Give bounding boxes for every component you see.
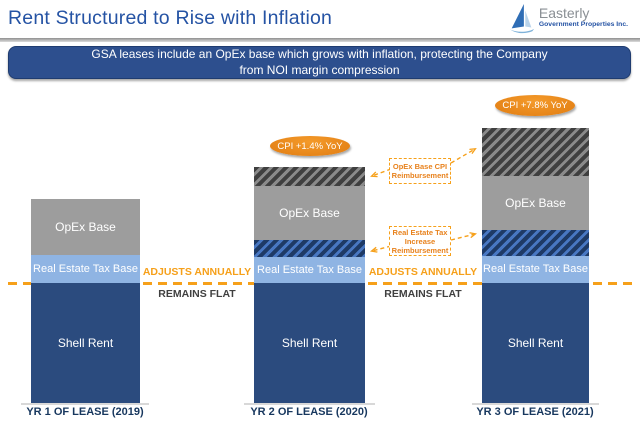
sailboat-icon xyxy=(509,4,535,34)
title-divider xyxy=(0,38,640,42)
remains-flat-label-2: REMAINS FLAT xyxy=(384,288,462,300)
bar1-opex-base-segment: OpEx Base xyxy=(31,199,140,255)
bar2-x-label: YR 2 OF LEASE (2020) xyxy=(250,406,368,418)
opex-cpi-reimbursement-callout: OpEx Base CPI Reimbursement xyxy=(389,158,451,184)
arrow-opex-callout-to-bar3 xyxy=(450,149,475,164)
page-title: Rent Structured to Rise with Inflation xyxy=(8,7,333,29)
bar3-real-estate-tax-segment: Real Estate Tax Base xyxy=(482,256,589,283)
banner-line-1: GSA leases include an OpEx base which gr… xyxy=(91,47,548,61)
cpi-badge-yr2: CPI +1.4% YoY xyxy=(270,136,350,156)
bar2-opex-base-segment: OpEx Base xyxy=(254,186,365,240)
logo-subtitle: Government Properties Inc. xyxy=(538,21,628,28)
logo-name: Easterly xyxy=(538,5,590,21)
adjusts-annually-label-2: ADJUSTS ANNUALLY xyxy=(368,266,478,278)
bar2-shell-rent-segment: Shell Rent xyxy=(254,283,365,403)
bar2-tax-increase-reimbursement-segment xyxy=(254,240,365,257)
bar1-x-label: YR 1 OF LEASE (2019) xyxy=(26,406,144,418)
banner-line-2: from NOI margin compression xyxy=(239,62,400,77)
adjusts-annually-label-1: ADJUSTS ANNUALLY xyxy=(142,266,252,278)
bar2-real-estate-tax-segment: Real Estate Tax Base xyxy=(254,257,365,283)
logo-text: Easterly Government Properties Inc. xyxy=(539,6,628,29)
real-estate-tax-increase-callout: Real Estate Tax Increase Reimbursement xyxy=(389,226,451,256)
bar3-x-label: YR 3 OF LEASE (2021) xyxy=(476,406,594,418)
bar3-tax-increase-reimbursement-segment xyxy=(482,230,589,256)
bar1-baseline xyxy=(21,403,149,405)
bar3-opex-cpi-reimbursement-segment xyxy=(482,128,589,176)
bar1-shell-rent-segment: Shell Rent xyxy=(31,283,140,403)
bar1-real-estate-tax-segment: Real Estate Tax Base xyxy=(31,255,140,283)
cpi-badge-yr3: CPI +7.8% YoY xyxy=(495,95,575,116)
arrow-tax-callout-to-bar3 xyxy=(450,234,475,241)
bar2-opex-cpi-reimbursement-segment xyxy=(254,167,365,186)
bar3-shell-rent-segment: Shell Rent xyxy=(482,283,589,403)
key-message-banner: GSA leases include an OpEx base which gr… xyxy=(8,46,631,79)
bar3-baseline xyxy=(472,403,599,405)
bar3-opex-base-segment: OpEx Base xyxy=(482,176,589,230)
bar2-baseline xyxy=(244,403,375,405)
remains-flat-label-1: REMAINS FLAT xyxy=(158,288,236,300)
company-logo: Easterly Government Properties Inc. xyxy=(507,3,628,35)
